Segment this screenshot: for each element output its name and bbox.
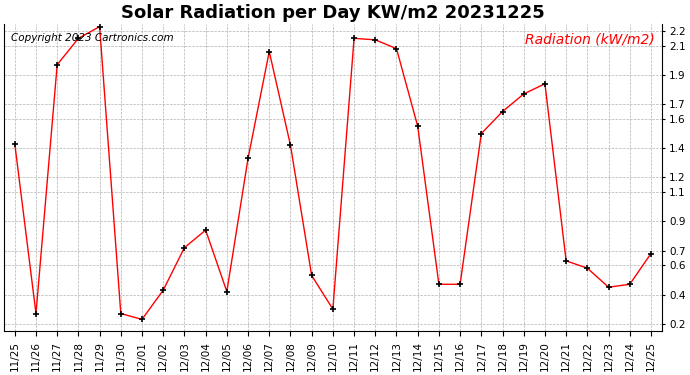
Text: Radiation (kW/m2): Radiation (kW/m2): [525, 33, 655, 47]
Title: Solar Radiation per Day KW/m2 20231225: Solar Radiation per Day KW/m2 20231225: [121, 4, 544, 22]
Text: Copyright 2023 Cartronics.com: Copyright 2023 Cartronics.com: [11, 33, 173, 43]
